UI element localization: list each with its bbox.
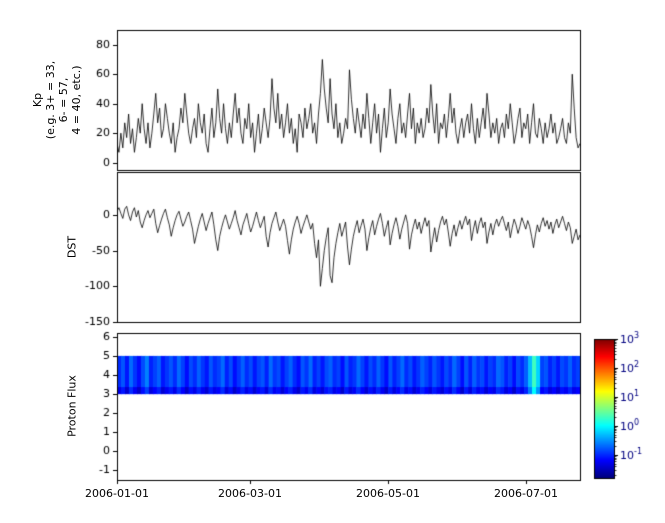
x-tick-label: 2006-01-01 (85, 487, 149, 500)
x-tick-label: 2006-03-01 (218, 487, 282, 500)
kp-axis-label: Kp (e.g. 3+ = 33, 6- = 57, 4 = 40, etc.) (31, 61, 83, 139)
kp-axis-label-line: Kp (31, 92, 44, 108)
kp-axis-label-line: 6- = 57, (57, 77, 70, 123)
kp-axis-label-line: (e.g. 3+ = 33, (44, 60, 57, 140)
dst-axis-label: DST (65, 235, 79, 259)
proton-flux-axis-label: Proton Flux (65, 375, 79, 437)
x-tick-label: 2006-07-01 (494, 487, 558, 500)
kp-axis-label-line: 4 = 40, etc.) (70, 65, 83, 135)
x-tick-label: 2006-05-01 (356, 487, 420, 500)
